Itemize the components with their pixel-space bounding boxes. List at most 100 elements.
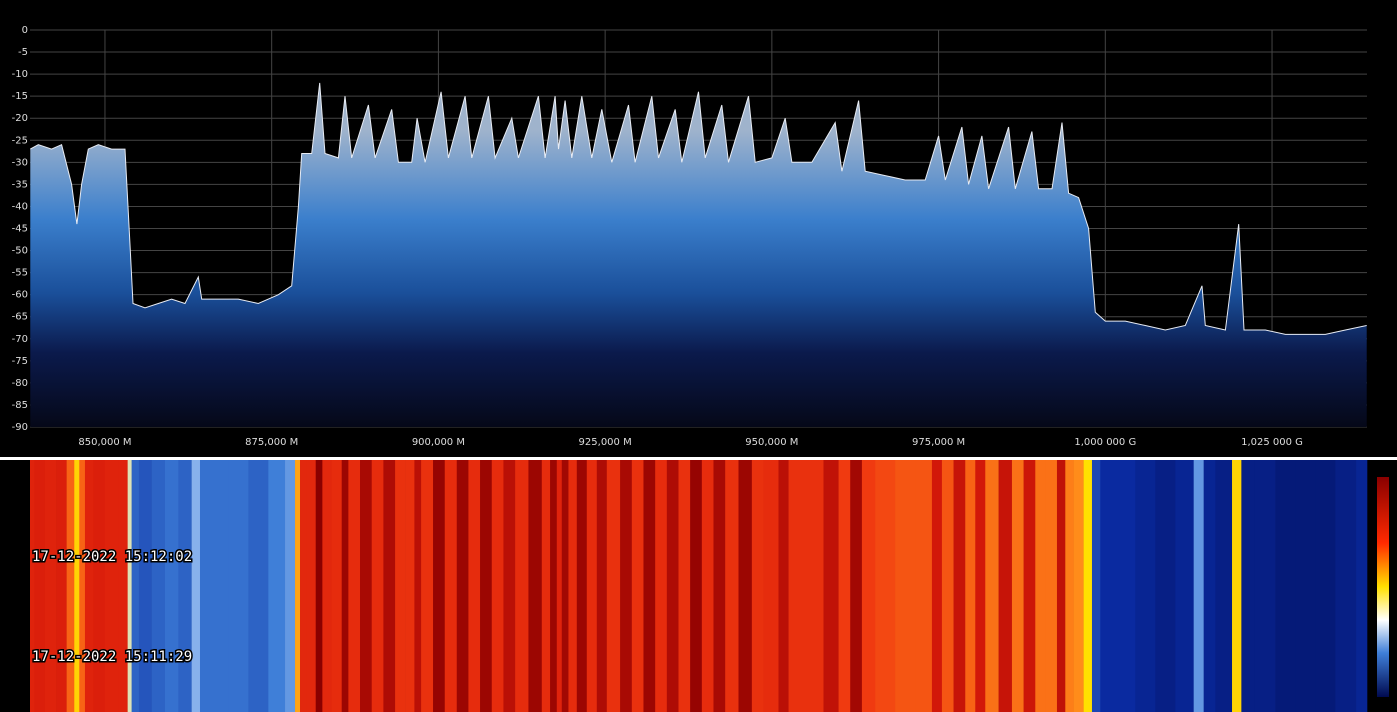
y-tick-label: 0 (22, 25, 28, 36)
waterfall-column (348, 460, 361, 712)
waterfall-column (713, 460, 726, 712)
y-tick-label: -30 (12, 157, 28, 168)
waterfall-column (915, 460, 933, 712)
spectrum-area (30, 82, 1367, 428)
x-tick-label: 950,000 M (745, 437, 798, 448)
waterfall-column (491, 460, 504, 712)
waterfall-column (360, 460, 373, 712)
y-tick-label: -15 (12, 91, 28, 102)
waterfall-column (74, 460, 80, 712)
waterfall-column (285, 460, 296, 712)
y-tick-label: -70 (12, 334, 28, 345)
waterfall-column (561, 460, 569, 712)
waterfall-column (79, 460, 86, 712)
waterfall-column (383, 460, 396, 712)
y-tick-label: -90 (12, 422, 28, 433)
waterfall-column (151, 460, 166, 712)
waterfall-column (1065, 460, 1074, 712)
waterfall-column (371, 460, 384, 712)
waterfall-column (678, 460, 691, 712)
waterfall-column (44, 460, 57, 712)
waterfall-column (268, 460, 286, 712)
waterfall-column (127, 460, 132, 712)
waterfall-column (1155, 460, 1176, 712)
x-tick-label: 925,000 M (579, 437, 632, 448)
waterfall-column (1135, 460, 1156, 712)
waterfall-column (763, 460, 779, 712)
waterfall-column (1232, 460, 1242, 712)
y-tick-label: -25 (12, 135, 28, 146)
waterfall-column (788, 460, 803, 712)
waterfall-column (556, 460, 563, 712)
waterfall-column (606, 460, 621, 712)
x-tick-label: 850,000 M (78, 437, 131, 448)
waterfall-column (1100, 460, 1116, 712)
y-tick-label: -10 (12, 69, 28, 80)
waterfall-column (1254, 460, 1276, 712)
x-tick-label: 975,000 M (912, 437, 965, 448)
waterfall-column (576, 460, 588, 712)
waterfall-column (1215, 460, 1233, 712)
splitter[interactable] (0, 457, 1397, 460)
y-tick-label: -75 (12, 356, 28, 367)
waterfall-column (1275, 460, 1296, 712)
waterfall-column (468, 460, 481, 712)
waterfall-column (568, 460, 578, 712)
waterfall-column (118, 460, 128, 712)
waterfall-column (1035, 460, 1046, 712)
spectrum-line (30, 82, 1367, 335)
waterfall-column (701, 460, 714, 712)
waterfall-column (620, 460, 633, 712)
y-tick-label: -35 (12, 179, 28, 190)
waterfall-column (405, 460, 415, 712)
y-tick-label: -20 (12, 113, 28, 124)
waterfall-column (528, 460, 543, 712)
waterfall-column (998, 460, 1013, 712)
waterfall-column (838, 460, 851, 712)
spectrum (30, 82, 1367, 428)
waterfall-column (1335, 460, 1357, 712)
waterfall-column (850, 460, 863, 712)
waterfall-column (550, 460, 558, 712)
waterfall-column (178, 460, 192, 712)
waterfall-column (666, 460, 679, 712)
waterfall-column (322, 460, 333, 712)
timestamp: 17-12-2022 15:11:29 (32, 649, 192, 665)
waterfall-column (164, 460, 179, 712)
waterfall-column (248, 460, 269, 712)
waterfall-column (965, 460, 976, 712)
waterfall-column (1295, 460, 1316, 712)
waterfall-column (341, 460, 349, 712)
x-tick-label: 875,000 M (245, 437, 298, 448)
waterfall-column (315, 460, 323, 712)
waterfall-column (131, 460, 140, 712)
waterfall-column (1356, 460, 1368, 712)
waterfall-column (643, 460, 656, 712)
waterfall-column (738, 460, 753, 712)
y-tick-label: -45 (12, 224, 28, 235)
y-tick-label: -5 (18, 47, 28, 58)
waterfall-column (1175, 460, 1194, 712)
waterfall-column (515, 460, 529, 712)
x-tick-label: 900,000 M (412, 437, 465, 448)
y-tick-label: -55 (12, 268, 28, 279)
waterfall-column (456, 460, 469, 712)
waterfall-column (1083, 460, 1093, 712)
waterfall-column (300, 460, 307, 712)
waterfall-column (1091, 460, 1101, 712)
waterfall-column (596, 460, 608, 712)
waterfall-column (1315, 460, 1336, 712)
waterfall-column (631, 460, 644, 712)
waterfall-column (941, 460, 954, 712)
waterfall-column (93, 460, 106, 712)
waterfall-column (191, 460, 201, 712)
waterfall-column (414, 460, 422, 712)
waterfall-column (66, 460, 75, 712)
waterfall-column (586, 460, 598, 712)
y-tick-label: -80 (12, 378, 28, 389)
waterfall-column (30, 460, 35, 712)
waterfall-column (1056, 460, 1066, 712)
waterfall-column (541, 460, 551, 712)
waterfall-column (56, 460, 67, 712)
